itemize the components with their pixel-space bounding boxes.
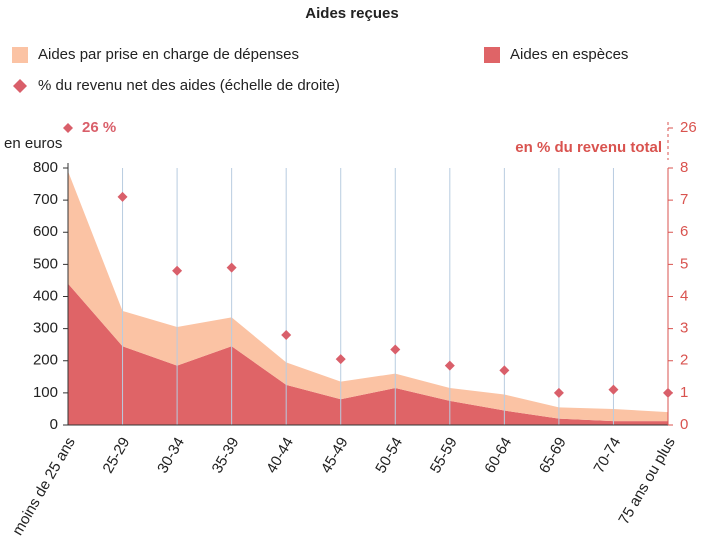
x-tick-label: 55-59 [427, 434, 461, 476]
y2-tick-label: 1 [680, 384, 688, 401]
y2-tick-label: 3 [680, 320, 688, 337]
legend-swatch [12, 47, 28, 63]
legend-swatch [484, 47, 500, 63]
value-label: 26 % [82, 119, 116, 136]
x-tick-label: 40-44 [263, 434, 297, 476]
marker [444, 360, 455, 371]
y-tick-label: 700 [33, 191, 58, 208]
marker [663, 387, 673, 398]
legend-label: Aides en espèces [510, 46, 628, 63]
marker [63, 123, 73, 133]
legend-marker [13, 79, 27, 93]
x-tick-label: 75 ans ou plus [615, 434, 679, 527]
y2-tick-label: 5 [680, 255, 688, 272]
x-tick-label: moins de 25 ans [9, 434, 79, 538]
y-tick-label: 800 [33, 159, 58, 176]
marker [281, 330, 292, 341]
x-tick-label: 35-39 [209, 434, 243, 476]
x-tick-label: 50-54 [372, 434, 406, 476]
y2-tick-label: 7 [680, 191, 688, 208]
marker [226, 262, 237, 273]
marker [335, 354, 346, 365]
y2-tick-label: 2 [680, 352, 688, 369]
x-tick-label: 60-64 [481, 434, 515, 476]
y-tick-label: 0 [50, 416, 58, 433]
marker [172, 265, 183, 276]
y-tick-label: 100 [33, 384, 58, 401]
marker [499, 365, 510, 376]
x-tick-label: 65-69 [536, 434, 570, 476]
y-tick-label: 500 [33, 255, 58, 272]
y2-tick-label: 6 [680, 223, 688, 240]
marker [608, 384, 619, 395]
y2-axis-label: en % du revenu total [515, 139, 662, 156]
x-tick-label: 45-49 [318, 434, 352, 476]
x-tick-label: 30-34 [154, 434, 188, 476]
legend-label: % du revenu net des aides (échelle de dr… [38, 77, 340, 94]
y2-tick-label: 8 [680, 159, 688, 176]
marker [553, 387, 564, 398]
x-tick-label: 25-29 [100, 434, 134, 476]
y-tick-label: 200 [33, 352, 58, 369]
y2-tick-label: 4 [680, 287, 688, 304]
marker [390, 344, 401, 355]
marker [117, 191, 128, 202]
y-tick-label: 600 [33, 223, 58, 240]
x-tick-label: 70-74 [590, 434, 624, 476]
y2-tick-label: 26 [680, 119, 697, 136]
y-axis-label: en euros [4, 135, 62, 152]
y2-tick-label: 0 [680, 416, 688, 433]
chart-title: Aides reçues [305, 5, 398, 22]
area [68, 283, 668, 425]
y-tick-label: 300 [33, 320, 58, 337]
legend-label: Aides par prise en charge de dépenses [38, 46, 299, 63]
y-tick-label: 400 [33, 287, 58, 304]
